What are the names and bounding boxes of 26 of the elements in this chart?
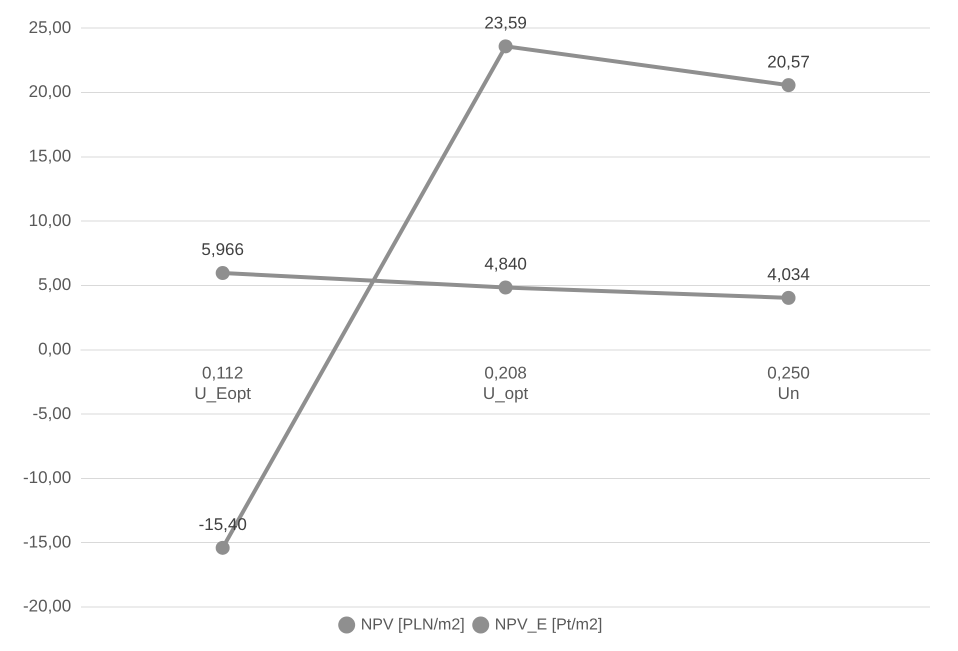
data-label: 4,840	[484, 254, 527, 274]
point	[216, 540, 230, 555]
y-tick-label: -10,00	[23, 468, 72, 488]
y-tick-label: 10,00	[28, 210, 72, 230]
y-tick-label: -5,00	[32, 404, 72, 423]
x-tick-label: 0,208 U_opt	[482, 364, 529, 404]
y-tick-label: 5,00	[38, 275, 72, 294]
data-label: 5,966	[201, 240, 244, 260]
point	[782, 290, 796, 305]
y-tick-label: 0,00	[38, 339, 72, 358]
y-tick-label: 15,00	[28, 146, 72, 166]
point	[498, 39, 513, 54]
y-tick-label: -20,00	[23, 596, 72, 616]
data-label: 4,034	[767, 265, 810, 284]
x-tick-label: 0,112 U_Eopt	[194, 364, 252, 404]
data-label: 23,59	[484, 14, 527, 33]
y-tick-label: -15,00	[23, 532, 72, 552]
legend-label: NPV_E [Pt/m2]	[494, 616, 602, 634]
y-tick-label: 25,00	[28, 18, 72, 37]
legend-label: NPV [PLN/m2]	[360, 616, 465, 634]
data-label: 20,57	[767, 52, 810, 72]
y-tick-label: 20,00	[28, 82, 72, 102]
point	[498, 280, 513, 295]
point	[782, 78, 796, 92]
x-tick-label: 0,250 Un	[767, 364, 810, 404]
point	[216, 266, 230, 280]
